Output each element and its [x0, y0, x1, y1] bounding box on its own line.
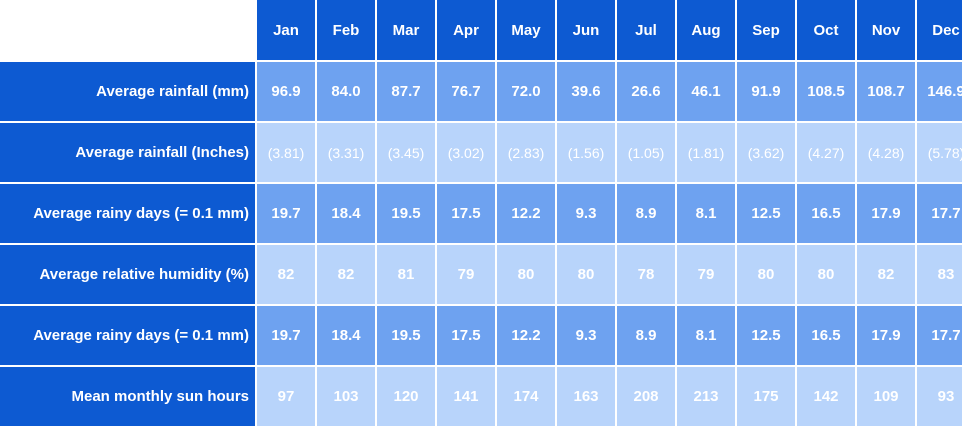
- column-header-aug: Aug: [677, 0, 735, 60]
- table-cell: (3.45): [377, 123, 435, 182]
- table-cell: 8.1: [677, 306, 735, 365]
- table-cell: 17.7: [917, 306, 962, 365]
- table-cell: 17.7: [917, 184, 962, 243]
- table-cell: 97: [257, 367, 315, 426]
- table-cell: 46.1: [677, 62, 735, 121]
- table-cell: (1.05): [617, 123, 675, 182]
- table-cell: 8.9: [617, 306, 675, 365]
- column-header-oct: Oct: [797, 0, 855, 60]
- table-cell: (3.31): [317, 123, 375, 182]
- table-cell: 82: [317, 245, 375, 304]
- table-cell: 72.0: [497, 62, 555, 121]
- table-cell: 17.9: [857, 306, 915, 365]
- table-cell: 26.6: [617, 62, 675, 121]
- table-cell: 175: [737, 367, 795, 426]
- table-cell: 9.3: [557, 306, 615, 365]
- table-cell: 109: [857, 367, 915, 426]
- column-header-nov: Nov: [857, 0, 915, 60]
- row-label: Average rainfall (mm): [0, 62, 255, 121]
- table-cell: (4.28): [857, 123, 915, 182]
- table-cell: 81: [377, 245, 435, 304]
- table-cell: 80: [797, 245, 855, 304]
- row-label: Average rainy days (= 0.1 mm): [0, 184, 255, 243]
- column-header-may: May: [497, 0, 555, 60]
- table-cell: (3.62): [737, 123, 795, 182]
- column-header-jan: Jan: [257, 0, 315, 60]
- column-header-sep: Sep: [737, 0, 795, 60]
- table-cell: 80: [737, 245, 795, 304]
- table-cell: 146.9: [917, 62, 962, 121]
- table-cell: (4.27): [797, 123, 855, 182]
- table-cell: 208: [617, 367, 675, 426]
- table-cell: 16.5: [797, 306, 855, 365]
- table-cell: 12.2: [497, 184, 555, 243]
- column-header-jul: Jul: [617, 0, 675, 60]
- table-cell: 12.5: [737, 184, 795, 243]
- table-cell: 18.4: [317, 184, 375, 243]
- table-cell: (1.81): [677, 123, 735, 182]
- table-cell: 96.9: [257, 62, 315, 121]
- table-cell: 120: [377, 367, 435, 426]
- table-cell: 19.5: [377, 306, 435, 365]
- table-cell: 83: [917, 245, 962, 304]
- table-cell: 39.6: [557, 62, 615, 121]
- table-cell: 108.5: [797, 62, 855, 121]
- table-cell: 9.3: [557, 184, 615, 243]
- table-cell: 108.7: [857, 62, 915, 121]
- table-cell: 142: [797, 367, 855, 426]
- table-cell: 78: [617, 245, 675, 304]
- column-header-apr: Apr: [437, 0, 495, 60]
- table-cell: (5.78): [917, 123, 962, 182]
- column-header-jun: Jun: [557, 0, 615, 60]
- table-cell: 82: [857, 245, 915, 304]
- table-cell: 84.0: [317, 62, 375, 121]
- table-cell: 91.9: [737, 62, 795, 121]
- column-header-mar: Mar: [377, 0, 435, 60]
- row-label: Average rainy days (= 0.1 mm): [0, 306, 255, 365]
- table-cell: 76.7: [437, 62, 495, 121]
- table-cell: (1.56): [557, 123, 615, 182]
- table-cell: 18.4: [317, 306, 375, 365]
- table-cell: 80: [497, 245, 555, 304]
- table-cell: 79: [677, 245, 735, 304]
- table-cell: 82: [257, 245, 315, 304]
- table-cell: 93: [917, 367, 962, 426]
- table-cell: 8.1: [677, 184, 735, 243]
- column-header-dec: Dec: [917, 0, 962, 60]
- table-cell: 19.7: [257, 306, 315, 365]
- table-cell: 12.5: [737, 306, 795, 365]
- table-cell: 17.5: [437, 306, 495, 365]
- table-cell: (3.02): [437, 123, 495, 182]
- table-cell: 79: [437, 245, 495, 304]
- table-cell: 16.5: [797, 184, 855, 243]
- table-cell: 19.5: [377, 184, 435, 243]
- table-cell: (3.81): [257, 123, 315, 182]
- table-cell: 103: [317, 367, 375, 426]
- row-label: Average rainfall (Inches): [0, 123, 255, 182]
- table-cell: 17.9: [857, 184, 915, 243]
- table-cell: 174: [497, 367, 555, 426]
- table-cell: (2.83): [497, 123, 555, 182]
- table-cell: 12.2: [497, 306, 555, 365]
- table-cell: 80: [557, 245, 615, 304]
- column-header-feb: Feb: [317, 0, 375, 60]
- table-cell: 17.5: [437, 184, 495, 243]
- table-cell: 213: [677, 367, 735, 426]
- row-label: Mean monthly sun hours: [0, 367, 255, 426]
- table-cell: 8.9: [617, 184, 675, 243]
- table-cell: 163: [557, 367, 615, 426]
- row-label: Average relative humidity (%): [0, 245, 255, 304]
- table-corner: [0, 0, 255, 60]
- table-cell: 19.7: [257, 184, 315, 243]
- table-cell: 141: [437, 367, 495, 426]
- table-cell: 87.7: [377, 62, 435, 121]
